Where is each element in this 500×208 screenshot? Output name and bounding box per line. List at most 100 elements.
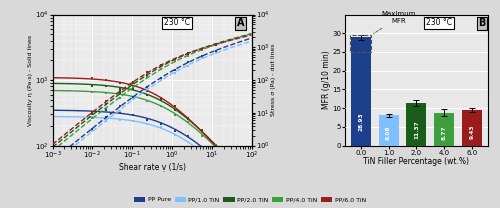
Point: [102, 120, 110, 123]
Bar: [406, 103, 426, 146]
Point: [198, 57, 206, 60]
Point: [198, 48, 206, 51]
Point: [130, 86, 138, 89]
Point: [143, 94, 151, 97]
Point: [157, 78, 165, 82]
Point: [198, 134, 206, 138]
Point: [88, 111, 96, 115]
Point: [116, 118, 124, 122]
Point: [170, 134, 178, 137]
Text: 8.77: 8.77: [442, 125, 447, 140]
Point: [116, 91, 124, 95]
Point: [212, 145, 220, 148]
Point: [102, 118, 110, 121]
Point: [170, 57, 178, 60]
Point: [143, 90, 151, 93]
X-axis label: Shear rate ṿ (1/s): Shear rate ṿ (1/s): [118, 162, 186, 171]
Point: [157, 98, 165, 102]
Point: [102, 100, 110, 103]
Point: [198, 150, 206, 154]
Point: [143, 86, 151, 89]
Point: [102, 107, 110, 110]
Bar: [462, 110, 482, 146]
Point: [212, 52, 220, 55]
Point: [143, 73, 151, 76]
Point: [212, 145, 220, 148]
Point: [170, 68, 178, 72]
Point: [88, 130, 96, 133]
Point: [130, 87, 138, 90]
Point: [116, 105, 124, 108]
Point: [102, 115, 110, 118]
Point: [157, 123, 165, 126]
Point: [184, 116, 192, 120]
Point: [198, 54, 206, 58]
Point: [184, 140, 192, 144]
Text: Maximum
MFR: Maximum MFR: [374, 11, 416, 34]
Point: [116, 97, 124, 100]
Bar: [350, 37, 370, 146]
Text: 28.93: 28.93: [358, 112, 363, 131]
Point: [116, 91, 124, 94]
Point: [88, 115, 96, 119]
Bar: [350, 35, 372, 52]
Point: [116, 89, 124, 93]
Point: [184, 61, 192, 64]
Point: [143, 76, 151, 79]
Point: [198, 48, 206, 52]
Point: [143, 71, 151, 74]
Point: [157, 104, 165, 107]
Point: [198, 130, 206, 133]
Point: [102, 92, 110, 95]
Text: 230 °C: 230 °C: [426, 19, 452, 27]
Point: [212, 44, 220, 47]
Point: [88, 110, 96, 113]
Point: [130, 80, 138, 83]
Text: 9.43: 9.43: [470, 125, 474, 140]
Point: [170, 108, 178, 111]
Point: [157, 97, 165, 100]
Point: [198, 48, 206, 51]
Point: [88, 76, 96, 79]
Point: [143, 87, 151, 90]
Point: [116, 88, 124, 91]
Point: [170, 71, 178, 74]
Text: 11.37: 11.37: [414, 120, 419, 139]
Y-axis label: Stress σ (Pa) - dot lines: Stress σ (Pa) - dot lines: [271, 44, 276, 116]
Point: [212, 42, 220, 46]
Bar: [378, 115, 398, 146]
Point: [170, 60, 178, 63]
X-axis label: TiN Filler Percentage (wt.%): TiN Filler Percentage (wt.%): [364, 157, 470, 166]
Point: [157, 64, 165, 68]
Text: B: B: [478, 19, 486, 28]
Point: [184, 52, 192, 56]
Point: [198, 145, 206, 148]
Point: [130, 113, 138, 116]
Y-axis label: Viscosity η (Pa·s) - Solid lines: Viscosity η (Pa·s) - Solid lines: [28, 35, 33, 126]
Point: [116, 111, 124, 114]
Point: [212, 164, 220, 167]
Point: [184, 64, 192, 67]
Point: [157, 64, 165, 67]
Point: [157, 125, 165, 129]
Point: [184, 52, 192, 55]
Point: [88, 116, 96, 120]
Point: [130, 95, 138, 99]
Bar: [434, 113, 454, 146]
Point: [102, 102, 110, 105]
Point: [184, 134, 192, 137]
Point: [88, 90, 96, 94]
Point: [170, 59, 178, 62]
Point: [130, 120, 138, 123]
Point: [102, 109, 110, 112]
Point: [130, 82, 138, 85]
Point: [130, 85, 138, 88]
Point: [212, 49, 220, 53]
Legend: PP Pure, PP/1.0 TiN, PP/2.0 TiN, PP/4.0 TiN, PP/6.0 TiN: PP Pure, PP/1.0 TiN, PP/2.0 TiN, PP/4.0 …: [132, 194, 368, 205]
Point: [157, 67, 165, 71]
Point: [184, 118, 192, 121]
Point: [198, 129, 206, 132]
Point: [212, 43, 220, 47]
Point: [170, 113, 178, 116]
Point: [143, 118, 151, 121]
